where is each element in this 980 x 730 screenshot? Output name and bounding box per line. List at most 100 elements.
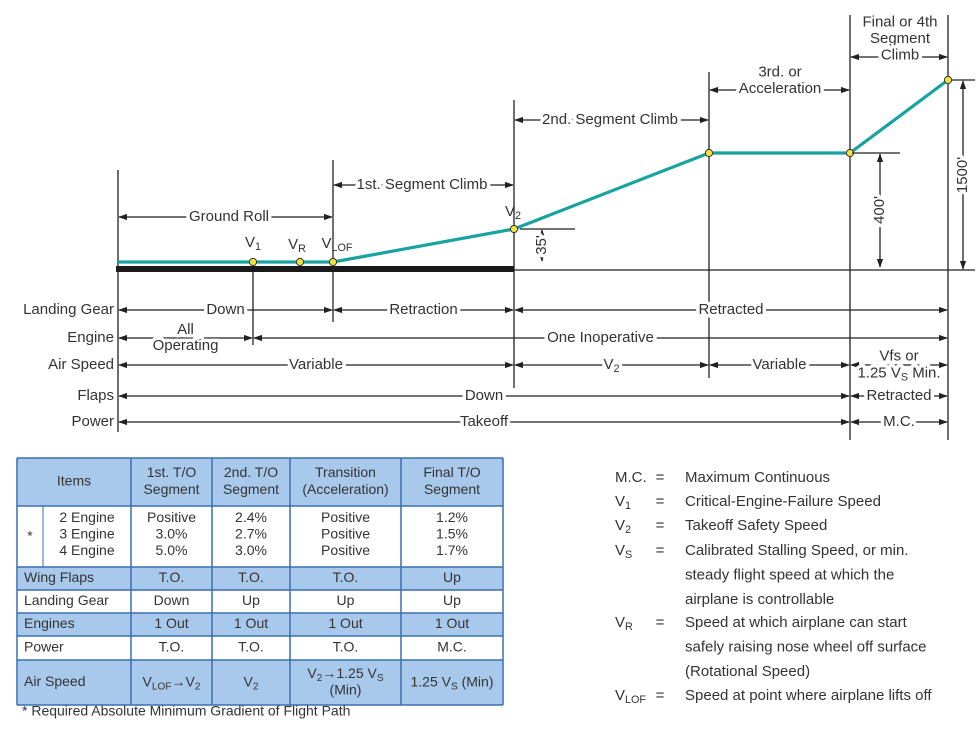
legend-equals: =	[656, 687, 665, 704]
row-value: V2	[603, 356, 619, 375]
legend-equals: =	[656, 517, 665, 534]
table-cell: 3.0%	[156, 526, 188, 542]
table-row-bg	[17, 636, 503, 660]
symbol-base: V	[244, 673, 254, 689]
symbol-base: V	[505, 203, 515, 220]
table-header: Items	[57, 473, 91, 489]
symbol-subscript: 1	[625, 500, 631, 512]
table-cell: T.O.	[159, 569, 185, 585]
table-cell: 1 Out	[234, 615, 268, 631]
table-row-label: Wing Flaps	[24, 569, 94, 585]
table-cell: Up	[337, 592, 355, 608]
segment-label: Final or 4th	[862, 13, 937, 30]
legend-definition: Calibrated Stalling Speed, or min.	[685, 542, 908, 559]
symbol-subscript: 2	[515, 210, 521, 222]
point-label: VR	[288, 236, 306, 255]
path-point	[943, 75, 953, 85]
symbol-subscript: LOF	[152, 681, 172, 692]
symbol-subscript: R	[298, 243, 306, 255]
table-cell: (Min)	[330, 682, 362, 698]
row-label: Flaps	[77, 387, 114, 404]
row-value: Vfs or	[879, 347, 918, 364]
table-cell: Positive	[321, 509, 370, 525]
table-cell: T.O.	[159, 639, 185, 655]
table-cell: Down	[154, 592, 190, 608]
row-value: Variable	[753, 356, 807, 373]
legend-symbol: VR	[615, 614, 633, 633]
row-value: Down	[206, 301, 244, 318]
text-part: 1.25	[411, 673, 442, 689]
legend-symbol: V2	[615, 517, 631, 536]
legend-definition: safely raising nose wheel off surface	[685, 638, 927, 655]
row-value: Takeoff	[460, 413, 509, 430]
symbol-base: V	[603, 356, 613, 373]
table-cell: 2 Engine	[59, 509, 114, 525]
symbol-base: V	[245, 234, 255, 251]
point-label: V1	[245, 234, 261, 253]
dimension-label: 35'	[533, 235, 550, 255]
row-value: M.C.	[883, 413, 915, 430]
table-row-label: Engines	[24, 615, 75, 631]
symbol-subscript: S	[451, 681, 458, 692]
row-value: One Inoperative	[547, 329, 654, 346]
row-label: Engine	[67, 329, 114, 346]
table-row-bg	[17, 613, 503, 636]
table-cell: 1 Out	[328, 615, 362, 631]
path-point	[704, 148, 714, 158]
symbol-subscript: S	[625, 549, 632, 561]
symbol-subscript: 2	[195, 681, 201, 692]
symbol-base: V	[891, 364, 901, 381]
row-value: Variable	[289, 356, 343, 373]
symbol-base: V	[615, 687, 625, 704]
text-part: Min.	[908, 364, 941, 381]
table-cell: 2.7%	[235, 526, 267, 542]
table-footnote: * Required Absolute Minimum Gradient of …	[22, 703, 350, 719]
symbol-subscript: 1	[255, 241, 261, 253]
table-cell: Positive	[147, 509, 196, 525]
row-value: Down	[465, 387, 503, 404]
symbol-base: V	[615, 493, 625, 510]
table-header: Transition	[315, 464, 376, 480]
table-cell: V2	[244, 673, 259, 692]
table-header: 2nd. T/O	[224, 464, 278, 480]
runway	[116, 266, 514, 272]
table-cell: T.O.	[333, 569, 359, 585]
table-cell: T.O.	[238, 639, 264, 655]
symbol-subscript: 2	[625, 524, 631, 536]
table-cell: Positive	[321, 526, 370, 542]
table-cell: 1.25 VS (Min)	[411, 673, 494, 692]
legend-definition: (Rotational Speed)	[685, 663, 810, 680]
text-part: →	[172, 673, 186, 689]
table-cell: M.C.	[437, 639, 467, 655]
legend-symbol: VLOF	[615, 687, 646, 706]
symbol-base: V	[321, 235, 331, 252]
legend-equals: =	[656, 493, 665, 510]
table-cell: V2→1.25 VS	[307, 665, 383, 684]
table-row-bg	[17, 567, 503, 590]
table-cell: Up	[443, 592, 461, 608]
text-part: 1.25	[857, 364, 890, 381]
legend-equals: =	[656, 469, 665, 486]
table-cell: 1.2%	[436, 509, 468, 525]
table-row-bg	[17, 590, 503, 613]
table-cell: T.O.	[238, 569, 264, 585]
path-point	[509, 224, 519, 234]
legend-equals: =	[656, 542, 665, 559]
symbol-base: V	[143, 673, 153, 689]
legend-definition: Maximum Continuous	[685, 469, 830, 486]
symbol-subscript: S	[377, 673, 384, 684]
table-cell: Up	[242, 592, 260, 608]
symbol-subscript: R	[625, 621, 633, 633]
table-cell: 5.0%	[156, 542, 188, 558]
table-row-label: Power	[24, 639, 64, 655]
row-value: 1.25 VS Min.	[857, 364, 940, 383]
table-cell: 2.4%	[235, 509, 267, 525]
table-header: Segment	[223, 481, 279, 497]
table-header: 1st. T/O	[147, 464, 197, 480]
table-cell: 4 Engine	[59, 542, 114, 558]
symbol-subscript: LOF	[332, 242, 353, 254]
flight-path	[118, 78, 949, 264]
legend-symbol: VS	[615, 542, 632, 561]
symbol-base: V	[615, 614, 625, 631]
table-cell: Positive	[321, 542, 370, 558]
